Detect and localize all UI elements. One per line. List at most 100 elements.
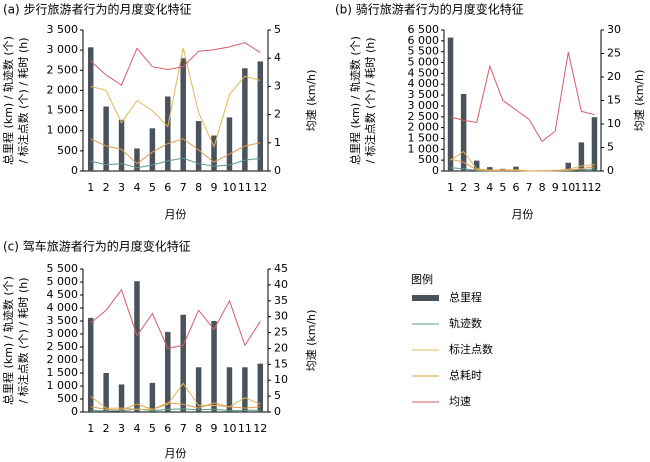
bar-total-distance (211, 135, 217, 171)
y-axis-label-line2: / 标注点数 (个) / 耗时 (h) (363, 37, 377, 163)
y-tick-label: 6 000 (408, 34, 440, 47)
legend-title: 图例 (411, 272, 433, 286)
y-tick-label: 2 500 (47, 63, 79, 76)
bar-total-distance (565, 162, 572, 171)
y-tick-label: 6 500 (408, 23, 440, 36)
y-axis-label-line2: / 标注点数 (个) / 耗时 (h) (16, 37, 30, 163)
chart-a: (a) 步行旅游者行为的月度变化特征 0 500 1 000 1 500 2 000 2 5… (1, 2, 318, 222)
bar-total-distance (473, 160, 480, 171)
legend-swatch-bar (412, 295, 439, 301)
x-axis-label: 月份 (165, 208, 187, 221)
x-tick-label: 6 (164, 181, 171, 194)
legend-item-label: 总里程 (449, 290, 482, 304)
y-axis-label: 总里程 (km) / 轨迹数 (个) (1, 276, 15, 405)
bar-total-distance (242, 367, 248, 412)
x-tick-label: 10 (222, 422, 236, 435)
y-tick-label: 3 500 (408, 88, 440, 101)
bar-total-distance (513, 166, 519, 171)
legend-item-label: 标注点数 (449, 342, 493, 356)
bar-total-distance (460, 93, 467, 171)
y2-tick-label: 20 (607, 70, 621, 83)
y-tick-label: 2 000 (47, 353, 79, 366)
y-tick-label: 1 000 (47, 124, 79, 137)
bar-total-distance (103, 373, 109, 412)
x-tick-label: 11 (574, 181, 588, 194)
bar-total-distance (195, 121, 202, 171)
x-tick-label: 11 (238, 422, 252, 435)
y2-tick-label: 15 (607, 94, 621, 107)
bar-total-distance (134, 281, 140, 412)
bar-total-distance (180, 58, 186, 172)
y2-tick-label: 30 (274, 310, 288, 323)
y2-tick-label: 0 (274, 405, 281, 418)
y-tick-label: 3 500 (47, 314, 79, 327)
x-tick-label: 9 (211, 181, 218, 194)
series-line-轨迹数 (90, 157, 261, 169)
y2-tick-label: 5 (607, 141, 614, 154)
chart-title: (c) 驾车旅游者行为的月度变化特征 (3, 239, 191, 254)
bar-total-distance (226, 367, 233, 412)
bar-total-distance (118, 119, 125, 171)
y-axis-label: 总里程 (km) / 轨迹数 (个) (348, 36, 362, 165)
y-tick-label: 5 000 (47, 275, 79, 288)
y-tick-label: 3 000 (47, 43, 79, 56)
x-tick-label: 4 (486, 181, 493, 194)
bar-total-distance (118, 384, 125, 412)
y-axis-label-line2: / 标注点数 (个) / 耗时 (h) (16, 277, 30, 403)
y2-tick-label: 25 (274, 326, 288, 339)
bar-total-distance (149, 128, 156, 171)
x-tick-label: 12 (253, 181, 267, 194)
y-tick-label: 3 500 (47, 23, 79, 36)
y2-tick-label: 1 (274, 136, 281, 149)
bar-total-distance (134, 148, 140, 171)
series-line-轨迹数 (90, 408, 261, 412)
y-tick-label: 0 (432, 164, 439, 177)
x-tick-label: 2 (103, 181, 110, 194)
y-tick-label: 1 000 (408, 142, 440, 155)
y2-tick-label: 2 (274, 108, 281, 121)
x-tick-label: 7 (526, 181, 533, 194)
bar-total-distance (211, 321, 217, 412)
x-tick-label: 10 (222, 181, 236, 194)
x-tick-label: 9 (211, 422, 218, 435)
bar-total-distance (257, 363, 264, 412)
bar-total-distance (165, 96, 171, 171)
x-tick-label: 8 (539, 181, 546, 194)
bar-total-distance (447, 37, 454, 171)
y2-tick-label: 4 (274, 51, 281, 64)
y-tick-label: 4 500 (47, 288, 79, 301)
x-tick-label: 2 (103, 422, 110, 435)
y-tick-label: 1 500 (47, 366, 79, 379)
bar-total-distance (180, 314, 186, 412)
y2-tick-label: 5 (274, 23, 281, 36)
series-line-标注点数 (450, 150, 595, 172)
series-line-均速 (90, 42, 261, 86)
y-tick-label: 5 000 (408, 56, 440, 69)
y2-tick-label: 30 (607, 23, 621, 36)
bar-total-distance (149, 382, 156, 412)
x-tick-label: 8 (195, 422, 202, 435)
y2-tick-label: 10 (607, 117, 621, 130)
x-tick-label: 5 (499, 181, 506, 194)
x-tick-label: 3 (118, 422, 125, 435)
legend-item-label: 均速 (449, 395, 471, 408)
y2-axis-label: 均速 (km/h) (633, 70, 646, 132)
chart-title: (b) 骑行旅游者行为的月度变化特征 (335, 2, 524, 17)
y-tick-label: 5 500 (408, 45, 440, 58)
y2-tick-label: 0 (607, 164, 614, 177)
x-tick-label: 2 (460, 181, 467, 194)
y2-tick-label: 3 (274, 79, 281, 92)
x-tick-label: 5 (149, 422, 156, 435)
x-tick-label: 9 (552, 181, 559, 194)
legend-item-label: 总耗时 (449, 368, 482, 382)
series-line-总耗时 (450, 158, 595, 172)
y-tick-label: 3 000 (47, 327, 79, 340)
x-tick-label: 12 (587, 181, 601, 194)
bar-total-distance (591, 117, 598, 171)
x-tick-label: 10 (561, 181, 575, 194)
x-tick-label: 4 (133, 181, 140, 194)
y-tick-label: 3 000 (408, 99, 440, 112)
x-tick-label: 1 (87, 181, 94, 194)
chart-title: (a) 步行旅游者行为的月度变化特征 (3, 2, 192, 17)
